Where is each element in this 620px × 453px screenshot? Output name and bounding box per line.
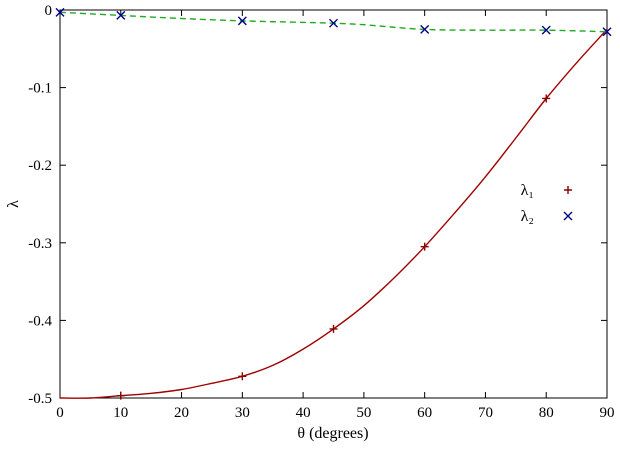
x-tick-label: 60: [417, 405, 432, 421]
x-tick-label: 30: [235, 405, 250, 421]
legend-label-2: λ₂: [521, 208, 534, 225]
y-tick-label: 0: [45, 3, 53, 19]
y-tick-label: -0.4: [28, 313, 52, 329]
y-axis-label: λ: [5, 200, 22, 208]
legend-label-1: λ₁: [521, 182, 534, 199]
y-tick-label: -0.1: [28, 81, 52, 97]
plot-area: 0 10 20 30 40 50 60 70 80 90 0 -0.1 -0.2 -0.3 -0.4 -0.5…: [28, 3, 614, 421]
series-line-2: [59, 11, 608, 33]
x-tick-label: 80: [539, 405, 554, 421]
y-tick-label: -0.2: [28, 158, 52, 174]
series-markers-2: [55, 7, 612, 37]
legend-marker-2: [563, 211, 573, 221]
series-markers-1: [116, 94, 551, 400]
x-tick-label: 20: [174, 405, 189, 421]
x-tick-label: 50: [356, 405, 371, 421]
y-tick-label: -0.3: [28, 236, 52, 252]
x-tick-label: 90: [600, 405, 615, 421]
y-tick-label: -0.5: [28, 391, 52, 407]
x-tick-label: 40: [296, 405, 311, 421]
x-tick-label: 10: [113, 405, 128, 421]
x-tick-label: 0: [56, 405, 64, 421]
legend-marker-1: [564, 186, 572, 194]
plot-border: [59, 9, 608, 399]
x-tick-label: 70: [478, 405, 493, 421]
x-axis-label: θ (degrees): [297, 425, 368, 442]
